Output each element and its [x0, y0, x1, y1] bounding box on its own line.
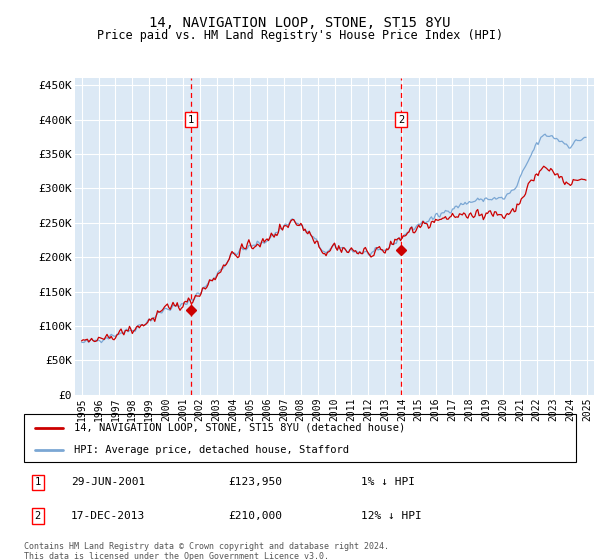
Text: 12% ↓ HPI: 12% ↓ HPI	[361, 511, 421, 521]
Text: 14, NAVIGATION LOOP, STONE, ST15 8YU (detached house): 14, NAVIGATION LOOP, STONE, ST15 8YU (de…	[74, 423, 405, 433]
Text: 29-JUN-2001: 29-JUN-2001	[71, 478, 145, 487]
Text: Contains HM Land Registry data © Crown copyright and database right 2024.
This d: Contains HM Land Registry data © Crown c…	[24, 542, 389, 560]
Text: HPI: Average price, detached house, Stafford: HPI: Average price, detached house, Staf…	[74, 445, 349, 455]
Text: 2: 2	[398, 115, 404, 125]
Text: £123,950: £123,950	[228, 478, 282, 487]
Text: 14, NAVIGATION LOOP, STONE, ST15 8YU: 14, NAVIGATION LOOP, STONE, ST15 8YU	[149, 16, 451, 30]
Text: 1: 1	[188, 115, 194, 125]
Text: 1: 1	[35, 478, 41, 487]
Text: 1% ↓ HPI: 1% ↓ HPI	[361, 478, 415, 487]
Text: 2: 2	[35, 511, 41, 521]
Text: 17-DEC-2013: 17-DEC-2013	[71, 511, 145, 521]
Text: Price paid vs. HM Land Registry's House Price Index (HPI): Price paid vs. HM Land Registry's House …	[97, 29, 503, 42]
Text: £210,000: £210,000	[228, 511, 282, 521]
